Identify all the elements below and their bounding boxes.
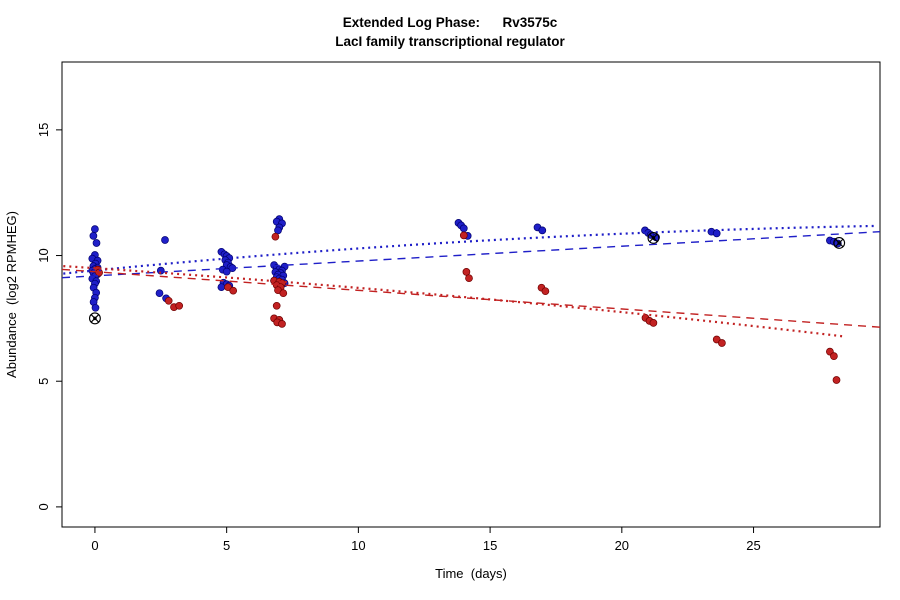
y-tick-label: 15 [36,123,51,137]
data-point-red [224,283,232,292]
data-point-red [462,268,471,276]
data-point-blue [91,303,100,312]
flagged-point-circle [88,312,101,325]
x-tick-label: 10 [351,538,365,553]
x-axis-label: Time (days) [435,566,507,581]
data-point-blue [217,283,226,292]
x-tick-label: 5 [223,538,230,553]
blue-trend-longdash [61,231,881,279]
data-point-red [278,320,286,328]
x-tick-label: 0 [91,538,98,553]
x-tick-label: 15 [483,538,497,553]
data-point-red [164,296,173,305]
x-tick-label: 25 [746,538,760,553]
data-point-blue [89,232,98,240]
y-axis-label: Abundance (log2 RPMHEG) [4,211,19,378]
data-point-red [459,231,468,240]
x-tick-label: 20 [615,538,629,553]
flagged-point-center-dot [93,316,97,321]
data-point-red [832,376,841,384]
data-point-red [465,274,473,283]
y-tick-label: 5 [36,378,51,385]
y-tick-label: 0 [36,503,51,510]
data-point-blue [91,225,99,233]
data-point-red [712,335,721,344]
data-point-blue [222,267,231,276]
plot-box [61,61,881,528]
data-point-red [718,339,726,347]
data-point-blue [155,289,164,298]
data-point-red [830,352,838,360]
data-point-red [279,289,288,298]
data-point-red [271,232,280,241]
data-point-red [541,287,550,296]
flagged-point-center-dot [837,241,841,245]
red-trend-dotted [63,265,845,338]
flagged-point-circle [647,231,660,244]
flagged-point-center-dot [651,236,656,240]
data-point-blue [92,239,101,247]
blue-trend-dotted [63,224,878,275]
data-point-blue [161,236,169,244]
data-point-red [175,301,184,310]
data-point-red [272,301,281,310]
data-point-blue [459,224,468,233]
data-point-red [649,319,658,327]
chart-subtitle: LacI family transcriptional regulator [335,34,565,49]
flagged-point-circle [833,237,846,249]
data-point-blue [274,226,282,235]
chart-title-block: Extended Log Phase: Rv3575c LacI family … [0,13,900,51]
data-point-blue [538,226,547,235]
red-trend-longdash [61,268,881,328]
data-point-red [229,286,238,295]
chart-title: Extended Log Phase: Rv3575c [342,15,558,30]
y-tick-label: 10 [36,248,51,262]
